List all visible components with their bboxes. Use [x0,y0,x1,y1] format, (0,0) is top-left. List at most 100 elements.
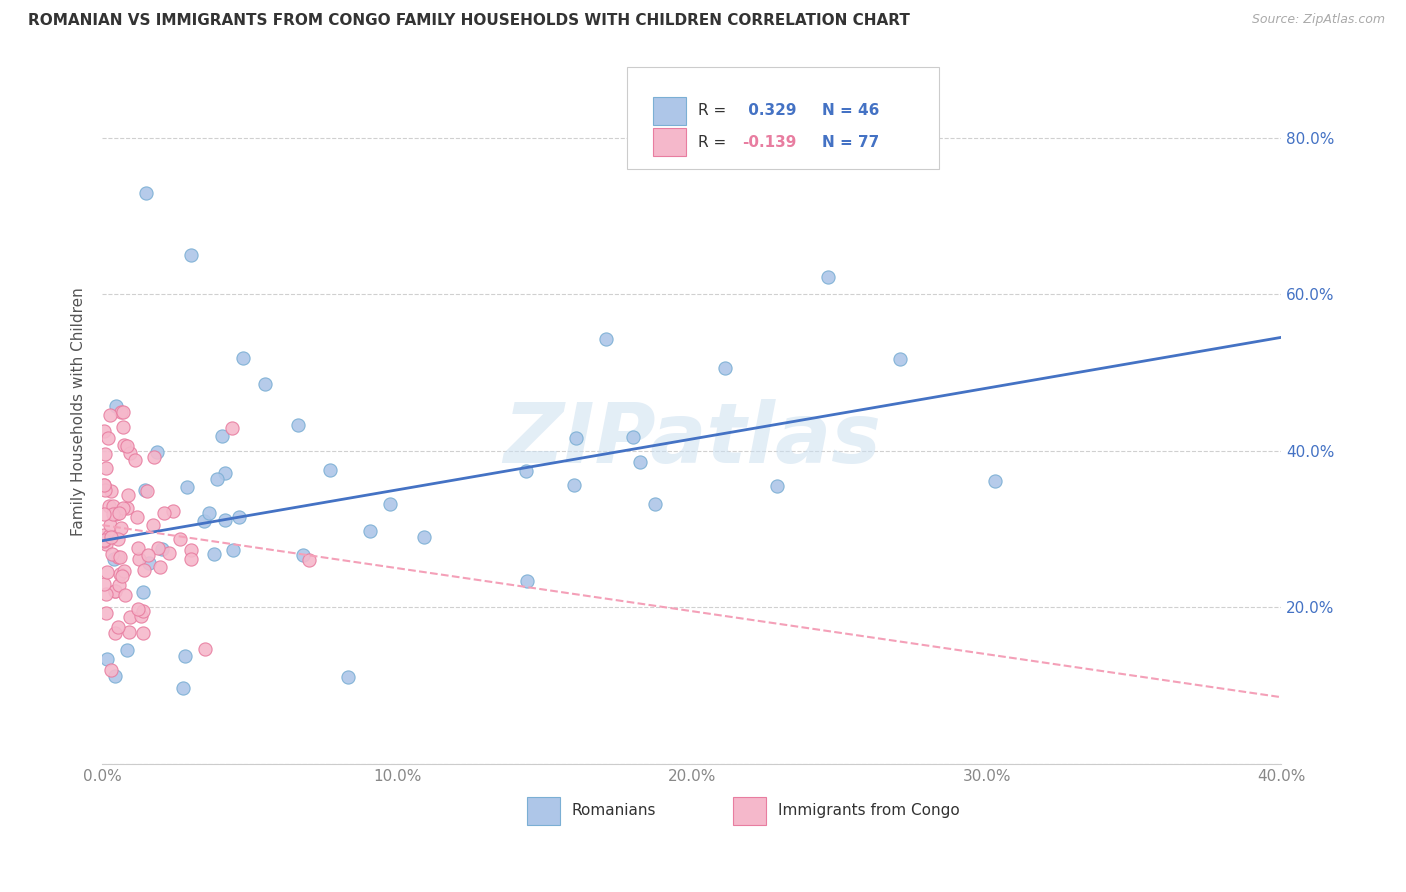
Point [117,487,139,501]
Point [118,446,141,460]
Point [222,542,245,557]
Point [176,480,198,494]
Text: R =: R = [697,103,731,118]
Point [114,588,136,602]
Point [94,483,117,497]
Point [100,663,122,677]
Point [112,405,135,419]
Point [193,514,215,528]
Point [136,548,159,562]
Point [214,466,236,480]
Point [169,532,191,546]
Point [134,563,156,577]
Point [104,669,127,683]
Point [132,626,155,640]
Point [127,602,149,616]
Point [766,479,789,493]
Point [413,530,436,544]
Point [117,643,139,657]
Point [96,565,118,579]
Point [93,534,115,549]
Point [142,518,165,533]
Point [157,546,180,560]
Point [104,584,127,599]
Point [112,438,135,452]
Text: Romanians: Romanians [571,804,657,818]
Point [628,455,651,469]
Point [180,248,202,262]
Point [173,648,195,663]
Point [714,360,737,375]
Point [336,670,359,684]
Point [146,444,169,458]
Point [125,509,148,524]
Point [136,484,159,499]
Point [105,508,128,522]
Point [194,642,217,657]
Point [96,652,118,666]
Point [110,521,132,535]
Text: ZIPatlas: ZIPatlas [503,400,880,480]
Point [124,453,146,467]
Point [105,399,128,413]
Point [104,583,127,598]
Point [96,536,118,550]
Point [107,549,129,564]
Point [180,551,202,566]
Text: Source: ZipAtlas.com: Source: ZipAtlas.com [1251,13,1385,27]
Point [104,626,127,640]
Point [562,478,585,492]
Point [146,541,169,555]
Point [103,552,125,566]
Point [253,376,276,391]
Text: R =: R = [697,135,731,150]
Point [292,548,315,562]
Point [110,549,132,564]
FancyBboxPatch shape [627,67,939,169]
Point [93,527,115,541]
Point [817,270,839,285]
Point [107,506,129,520]
Point [118,610,141,624]
Point [107,578,129,592]
Point [98,518,121,533]
FancyBboxPatch shape [652,128,686,156]
Text: -0.139: -0.139 [742,135,797,150]
Point [93,507,115,521]
Point [101,499,124,513]
Point [132,585,155,599]
Text: N = 46: N = 46 [821,103,879,118]
FancyBboxPatch shape [652,96,686,125]
Point [152,506,174,520]
Point [211,429,233,443]
Point [100,484,122,499]
Text: ROMANIAN VS IMMIGRANTS FROM CONGO FAMILY HOUSEHOLDS WITH CHILDREN CORRELATION CH: ROMANIAN VS IMMIGRANTS FROM CONGO FAMILY… [28,13,910,29]
Point [118,625,141,640]
Point [205,472,228,486]
Point [117,501,139,516]
Point [984,474,1007,488]
Point [96,460,118,475]
Point [644,497,666,511]
Point [143,450,166,465]
Point [103,507,125,521]
Text: Immigrants from Congo: Immigrants from Congo [778,804,960,818]
Point [94,606,117,620]
Point [516,574,538,588]
Point [101,548,124,562]
Point [135,186,157,200]
Point [108,567,131,582]
Point [595,332,617,346]
Point [180,542,202,557]
Point [149,559,172,574]
Point [96,587,118,601]
Point [232,351,254,365]
Point [621,430,644,444]
Point [107,532,129,546]
Point [380,498,402,512]
Point [110,405,132,419]
Point [100,531,122,545]
Point [172,681,194,696]
Point [112,565,135,579]
Point [132,604,155,618]
